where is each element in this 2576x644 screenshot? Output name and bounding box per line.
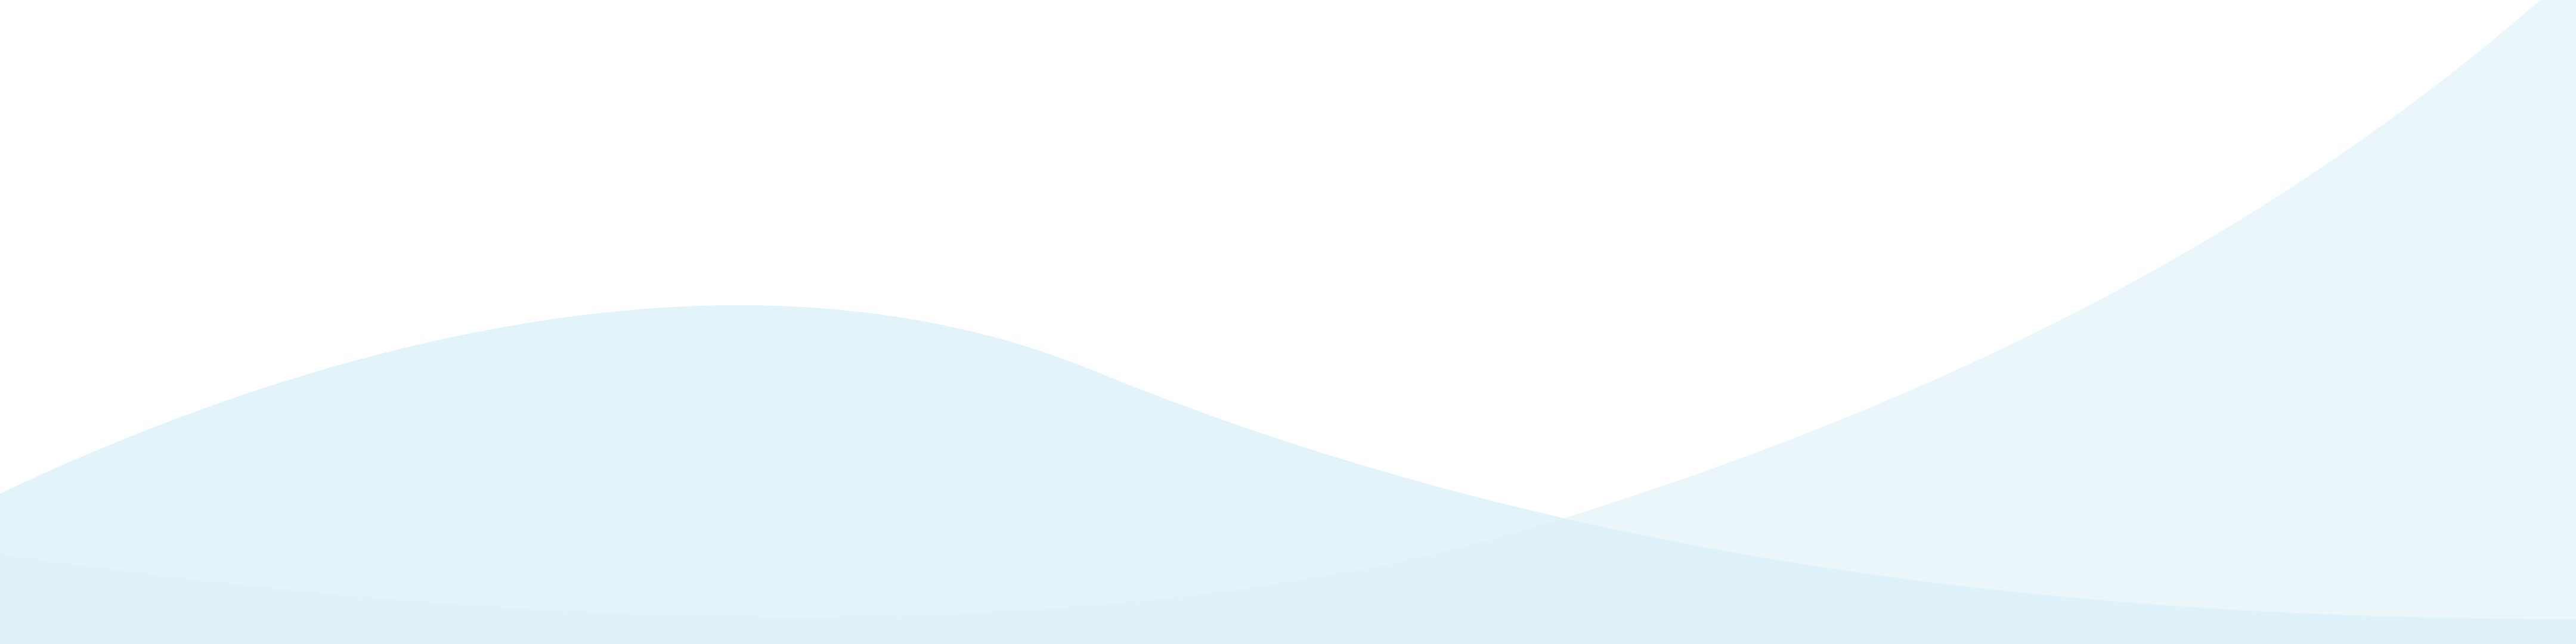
grid-pattern [1073, 0, 2576, 644]
wave-left-hump [0, 305, 2576, 644]
